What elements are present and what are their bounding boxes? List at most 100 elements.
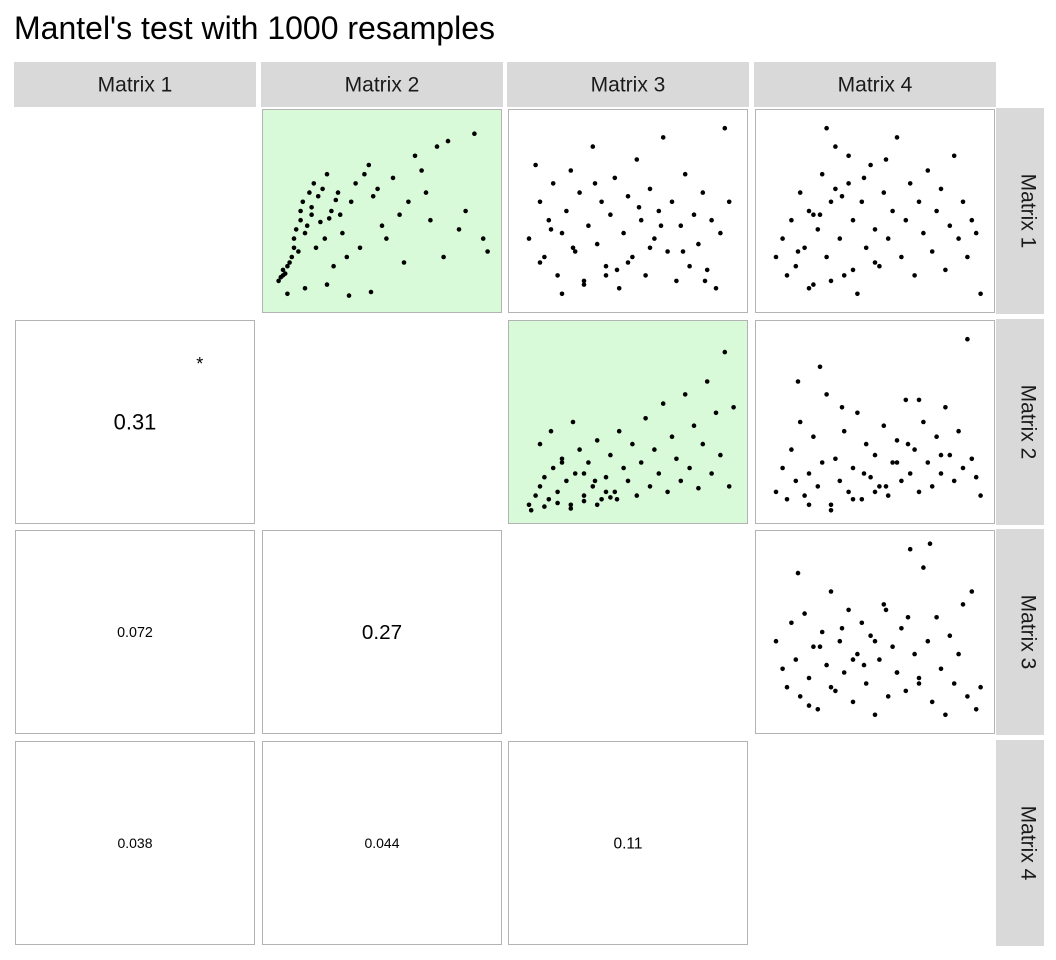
scatter-point [784,497,790,502]
scatter-point [608,495,613,500]
scatter-point [881,423,887,429]
scatter-point [630,441,635,447]
scatter-point [905,441,911,447]
scatter-point [542,254,547,260]
scatter-point [815,227,821,232]
scatter-point [696,485,701,491]
scatter-point [309,212,314,217]
scatter-point [859,497,865,502]
scatter-point [428,217,433,223]
scatter-point [647,186,653,192]
scatter-point [934,208,939,214]
scatter-point [969,217,975,223]
scatter-point [337,212,343,217]
scatter-point [616,286,622,291]
scatter-point [687,465,692,471]
scatter-point [780,465,785,471]
scatter-point [973,230,979,236]
scatter-point [907,546,913,552]
scatter-point [384,236,389,241]
scatter-point [472,131,477,136]
scatter-point [555,489,560,495]
scatter-point [346,293,352,298]
correlation-panel [15,741,255,945]
scatter-point [537,199,543,205]
scatter-point [581,278,587,284]
column-strip-label: Matrix 4 [838,74,913,97]
scatter-point [956,651,961,657]
scatter-point [687,263,692,269]
scatter-point [921,230,926,236]
scatter-point [811,282,816,287]
scatter-point [722,125,728,131]
scatter-point [291,236,297,241]
scatter-point [682,171,688,177]
scatter-point [678,223,684,228]
scatter-point [883,484,889,489]
scatter-point [780,236,785,241]
scatter-point [638,217,644,223]
scatter-point [674,278,679,284]
scatter-point [550,181,556,186]
scatter-point [412,153,418,159]
scatter-point [938,186,944,192]
scatter-point [912,273,917,278]
scatter-panel [508,109,748,313]
scatter-point [559,230,565,236]
scatter-point [925,638,931,644]
row-strip [996,108,1044,314]
scatter-point [916,675,922,681]
scatter-point [674,456,679,462]
scatter-point [614,497,620,502]
scatter-point [947,633,953,638]
scatter-point [630,254,635,260]
scatter-point [441,254,446,260]
scatter-point [846,489,851,495]
scatter-point [839,194,845,199]
scatter-point [285,263,290,269]
column-strip [14,62,256,107]
scatter-point [614,267,620,273]
scatter-point [581,493,587,498]
scatter-point [773,489,779,495]
scatter-point [456,227,462,232]
scatter-point [806,208,812,214]
scatter-panel [508,320,748,524]
scatter-point [811,212,816,217]
scatter-point [656,471,662,476]
scatter-point [320,186,325,192]
correlation-panel [262,741,502,945]
scatter-point [817,364,823,370]
scatter-point [850,217,856,223]
scatter-point [528,508,534,513]
scatter-point [608,452,613,458]
scatter-point [855,410,860,416]
scatter-point [599,199,604,205]
scatter-point [890,208,895,214]
scatter-point [533,162,538,168]
scatter-point [324,282,330,287]
scatter-point [656,208,662,214]
scatter-point [625,478,631,484]
scatter-point [797,694,803,699]
scatter-point [894,670,900,675]
scatter-point [925,168,931,173]
scatter-point [304,223,310,228]
scatter-point [322,236,328,241]
scatter-point [912,447,917,452]
scatter-point [577,190,582,195]
scatter-point [546,217,552,223]
scatter-point [555,273,560,278]
scatter-point [326,216,332,221]
scatter-point [731,405,736,410]
scatter-point [331,263,336,269]
scatter-point [899,478,904,484]
column-strip [261,62,503,107]
scatter-point [581,498,587,504]
scatter-point [881,602,887,607]
scatter-point [577,447,582,452]
scatter-point [638,460,644,465]
scatter-point [590,484,596,489]
scatter-point [846,607,851,613]
scatter-point [877,657,882,662]
